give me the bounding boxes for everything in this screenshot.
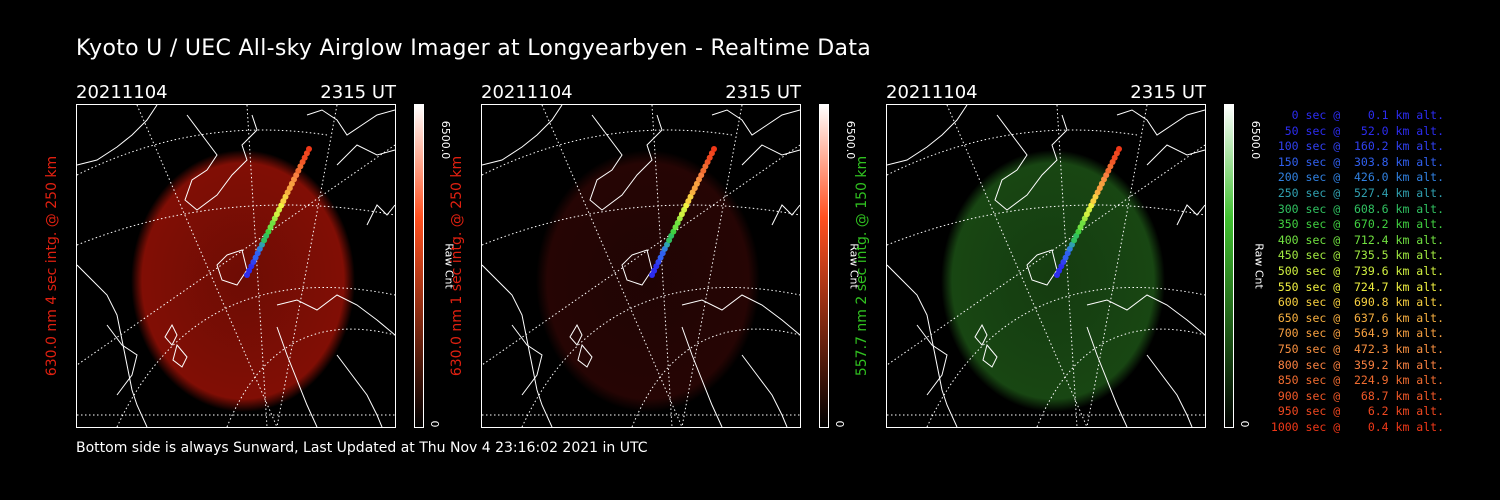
legend-row: 850 sec @ 224.9 km alt. — [1270, 373, 1444, 388]
track-point — [1116, 146, 1122, 152]
geo-grid — [482, 105, 800, 427]
imager-panel-3: 20211104 2315 UT 557.7 nm 2 sec intg. @ … — [854, 80, 1265, 440]
legend-row: 700 sec @ 564.9 km alt. — [1270, 326, 1444, 341]
footer-status: Bottom side is always Sunward, Last Upda… — [76, 440, 648, 456]
colorbar-min-label: 0 — [833, 420, 846, 428]
allsky-map — [481, 104, 801, 428]
panel-wavelength-label: 630.0 nm 1 sec intg. @ 250 km — [449, 155, 465, 377]
colorbar-max-label: 6500.0 — [1248, 120, 1262, 160]
legend-row: 100 sec @ 160.2 km alt. — [1270, 139, 1444, 154]
colorbar-min-label: 0 — [428, 420, 441, 428]
panel-date: 20211104 — [481, 82, 573, 103]
legend-row: 550 sec @ 724.7 km alt. — [1270, 279, 1444, 294]
panel-time: 2315 UT — [725, 82, 801, 103]
coastlines — [887, 105, 1205, 427]
legend-row: 800 sec @ 359.2 km alt. — [1270, 357, 1444, 372]
legend-row: 500 sec @ 739.6 km alt. — [1270, 263, 1444, 278]
legend-row: 900 sec @ 68.7 km alt. — [1270, 388, 1444, 403]
track-point — [711, 146, 717, 152]
page-title: Kyoto U / UEC All-sky Airglow Imager at … — [76, 36, 872, 61]
legend-row: 350 sec @ 670.2 km alt. — [1270, 217, 1444, 232]
coastlines — [482, 105, 800, 427]
airglow-image — [536, 150, 760, 412]
geo-grid — [887, 105, 1205, 427]
airglow-image — [131, 150, 355, 412]
panel-wavelength-label: 630.0 nm 4 sec intg. @ 250 km — [44, 155, 60, 377]
legend-row: 50 sec @ 52.0 km alt. — [1270, 123, 1444, 138]
panel-date: 20211104 — [886, 82, 978, 103]
legend-row: 300 sec @ 608.6 km alt. — [1270, 201, 1444, 216]
colorbar-max-label: 6500.0 — [843, 120, 857, 160]
legend-row: 1000 sec @ 0.4 km alt. — [1270, 419, 1444, 434]
imager-panel-2: 20211104 2315 UT 630.0 nm 1 sec intg. @ … — [449, 80, 860, 440]
allsky-map — [886, 104, 1206, 428]
legend-row: 250 sec @ 527.4 km alt. — [1270, 185, 1444, 200]
legend-row: 0 sec @ 0.1 km alt. — [1270, 108, 1444, 122]
colorbar — [414, 104, 424, 428]
panel-time: 2315 UT — [320, 82, 396, 103]
colorbar-max-label: 6500.0 — [438, 120, 452, 160]
panel-wavelength-label: 557.7 nm 2 sec intg. @ 150 km — [854, 155, 870, 377]
panel-date: 20211104 — [76, 82, 168, 103]
legend-row: 200 sec @ 426.0 km alt. — [1270, 170, 1444, 185]
colorbar — [1224, 104, 1234, 428]
legend-row: 950 sec @ 6.2 km alt. — [1270, 404, 1444, 419]
legend-row: 650 sec @ 637.6 km alt. — [1270, 310, 1444, 325]
legend-row: 400 sec @ 712.4 km alt. — [1270, 232, 1444, 247]
coastlines — [77, 105, 395, 427]
imager-panel-1: 20211104 2315 UT 630.0 nm 4 sec intg. @ … — [44, 80, 455, 440]
airglow-image — [941, 150, 1165, 412]
allsky-map — [76, 104, 396, 428]
satellite-track — [244, 146, 312, 278]
geo-grid — [77, 105, 395, 427]
legend-row: 600 sec @ 690.8 km alt. — [1270, 295, 1444, 310]
colorbar — [819, 104, 829, 428]
colorbar-min-label: 0 — [1238, 420, 1251, 428]
track-point — [306, 146, 312, 152]
legend-row: 150 sec @ 303.8 km alt. — [1270, 154, 1444, 169]
satellite-track — [649, 146, 717, 278]
satellite-track — [1054, 146, 1122, 278]
legend-row: 450 sec @ 735.5 km alt. — [1270, 248, 1444, 263]
legend-row: 750 sec @ 472.3 km alt. — [1270, 341, 1444, 356]
trajectory-legend: 0 sec @ 0.1 km alt. 50 sec @ 52.0 km alt… — [1262, 108, 1444, 435]
panel-time: 2315 UT — [1130, 82, 1206, 103]
